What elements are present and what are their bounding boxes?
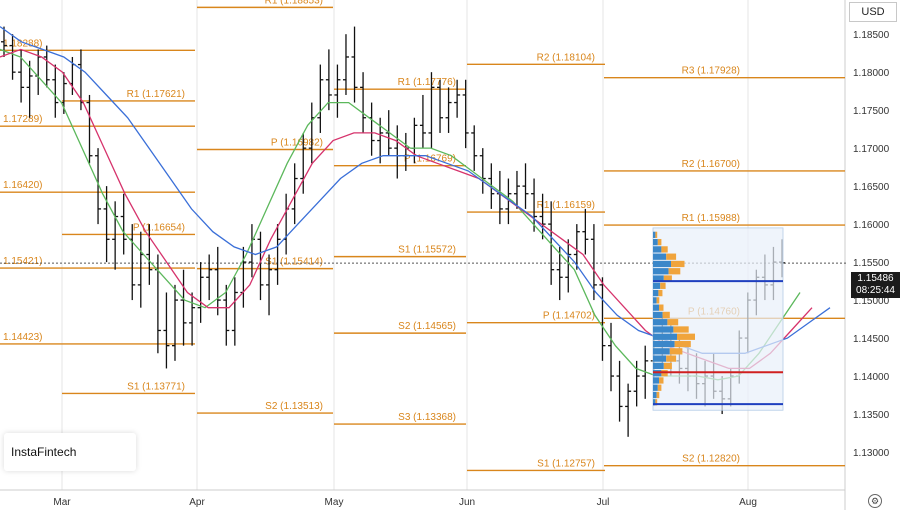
volume-profile-row-accent [669, 348, 683, 355]
volume-profile-row-accent [659, 304, 664, 311]
volume-profile-row [653, 348, 670, 355]
y-tick-label: 1.15000 [853, 296, 890, 307]
volume-profile-row-accent [657, 384, 662, 391]
volume-profile-row-accent [673, 326, 689, 333]
pivot-level-label: 1.18288) [3, 38, 42, 49]
pivot-level-label: S2 (1.12820) [682, 454, 740, 465]
volume-profile-row [653, 238, 658, 246]
volume-profile-row-accent [659, 377, 664, 384]
x-tick-label: Jun [459, 497, 475, 508]
x-tick-label: May [325, 497, 344, 508]
pivot-level-label: R2 (1.16700) [682, 159, 740, 170]
pivot-level-label: S1 (1.12757) [537, 458, 595, 469]
volume-profile-row-accent [674, 340, 691, 348]
volume-profile-row [653, 231, 656, 238]
volume-profile-row-accent [663, 275, 672, 282]
y-tick-label: 1.13000 [853, 448, 890, 459]
bar-countdown: 08:25:44 [856, 285, 895, 296]
volume-profile-row-accent [656, 297, 660, 304]
y-tick-label: 1.17500 [853, 106, 890, 117]
pivot-level-label: S3 (1.13368) [398, 412, 456, 423]
logo-text: InstaFintech [11, 445, 77, 459]
volume-profile-row [653, 377, 659, 384]
volume-profile-row [653, 253, 667, 260]
volume-profile-row-accent [655, 399, 658, 406]
pivot-level-label: R1 (1.16159) [537, 200, 595, 211]
volume-profile-row-accent [662, 311, 670, 319]
x-tick-label: Apr [189, 497, 205, 508]
volume-profile-row [653, 362, 664, 370]
y-tick-label: 1.16000 [853, 220, 890, 231]
volume-profile-row [653, 289, 659, 297]
volume-profile-row [653, 319, 668, 326]
pivot-level-label: R1 (1.15988) [682, 213, 740, 224]
volume-profile-row [653, 355, 667, 362]
volume-profile-row [653, 326, 674, 333]
volume-profile-row-accent [657, 238, 662, 246]
pivot-level-label: 1.15421) [3, 256, 42, 267]
volume-profile-row [653, 304, 659, 311]
x-tick-label: Aug [739, 497, 757, 508]
pivot-level-label: P (1.16982) [271, 138, 323, 149]
volume-profile-row-accent [667, 319, 679, 326]
volume-profile-row [653, 268, 669, 275]
pivot-level-label: S1 (1.15572) [398, 245, 456, 256]
pivot-level-label: P (1.16654) [133, 222, 185, 233]
pivot-level-label: R3 (1.17928) [682, 66, 740, 77]
volume-profile-row-accent [658, 289, 663, 297]
volume-profile-row [653, 311, 663, 319]
volume-profile-row [653, 282, 661, 289]
x-tick-label: Mar [53, 497, 71, 508]
pivot-level-label: 1.16420) [3, 180, 42, 191]
volume-profile-row [653, 399, 656, 406]
volume-profile-row [653, 340, 675, 348]
y-tick-label: 1.13500 [853, 410, 890, 421]
volume-profile-row-accent [663, 362, 672, 370]
volume-profile-row-accent [671, 260, 685, 268]
y-tick-label: 1.16500 [853, 182, 890, 193]
volume-profile-row [653, 275, 664, 282]
y-tick-label: 1.14500 [853, 334, 890, 345]
pivot-level-label: R1 (1.17776) [398, 77, 456, 88]
pivot-level-label: R1 (1.17621) [127, 89, 185, 100]
y-tick-label: 1.14000 [853, 372, 890, 383]
pivot-level-label: P (1.16769) [404, 154, 456, 165]
volume-profile-row [653, 391, 657, 399]
volume-profile-row-accent [660, 282, 666, 289]
volume-profile-row-accent [677, 333, 695, 340]
y-tick-label: 1.18500 [853, 30, 890, 41]
volume-profile-row-accent [666, 355, 677, 362]
pivot-level-label: S2 (1.14565) [398, 321, 456, 332]
gear-icon[interactable]: ⚙ [868, 494, 882, 508]
pivot-level-label: 1.17289) [3, 114, 42, 125]
volume-profile-row-accent [666, 253, 677, 260]
volume-profile-row [653, 333, 677, 340]
x-tick-label: Jul [597, 497, 610, 508]
pivot-level-label: S1 (1.13771) [127, 381, 185, 392]
volume-profile-row [653, 384, 658, 391]
pivot-level-label: S2 (1.13513) [265, 401, 323, 412]
volume-profile-row-accent [668, 268, 681, 275]
y-tick-label: 1.17000 [853, 144, 890, 155]
pivot-level-label: R2 (1.18104) [537, 52, 595, 63]
current-price-tag: 1.15486 08:25:44 [851, 272, 900, 298]
y-tick-label: 1.18000 [853, 68, 890, 79]
volume-profile-row [653, 260, 671, 268]
volume-profile-row-accent [655, 231, 658, 238]
current-price: 1.15486 [857, 273, 894, 284]
pivot-level-label: R1 (1.18853) [265, 0, 323, 6]
y-tick-label: 1.15500 [853, 258, 890, 269]
currency-selector[interactable]: USD [849, 2, 897, 22]
volume-profile-row-accent [656, 391, 660, 399]
pivot-level-label: P (1.14702) [543, 311, 595, 322]
pivot-level-label: 1.14423) [3, 332, 42, 343]
volume-profile-row-accent [661, 246, 668, 253]
pivot-level-label: S1 (1.15414) [265, 257, 323, 268]
volume-profile-row [653, 246, 662, 253]
volume-profile-row [653, 297, 657, 304]
instafintech-logo: InstaFintech [4, 433, 136, 471]
